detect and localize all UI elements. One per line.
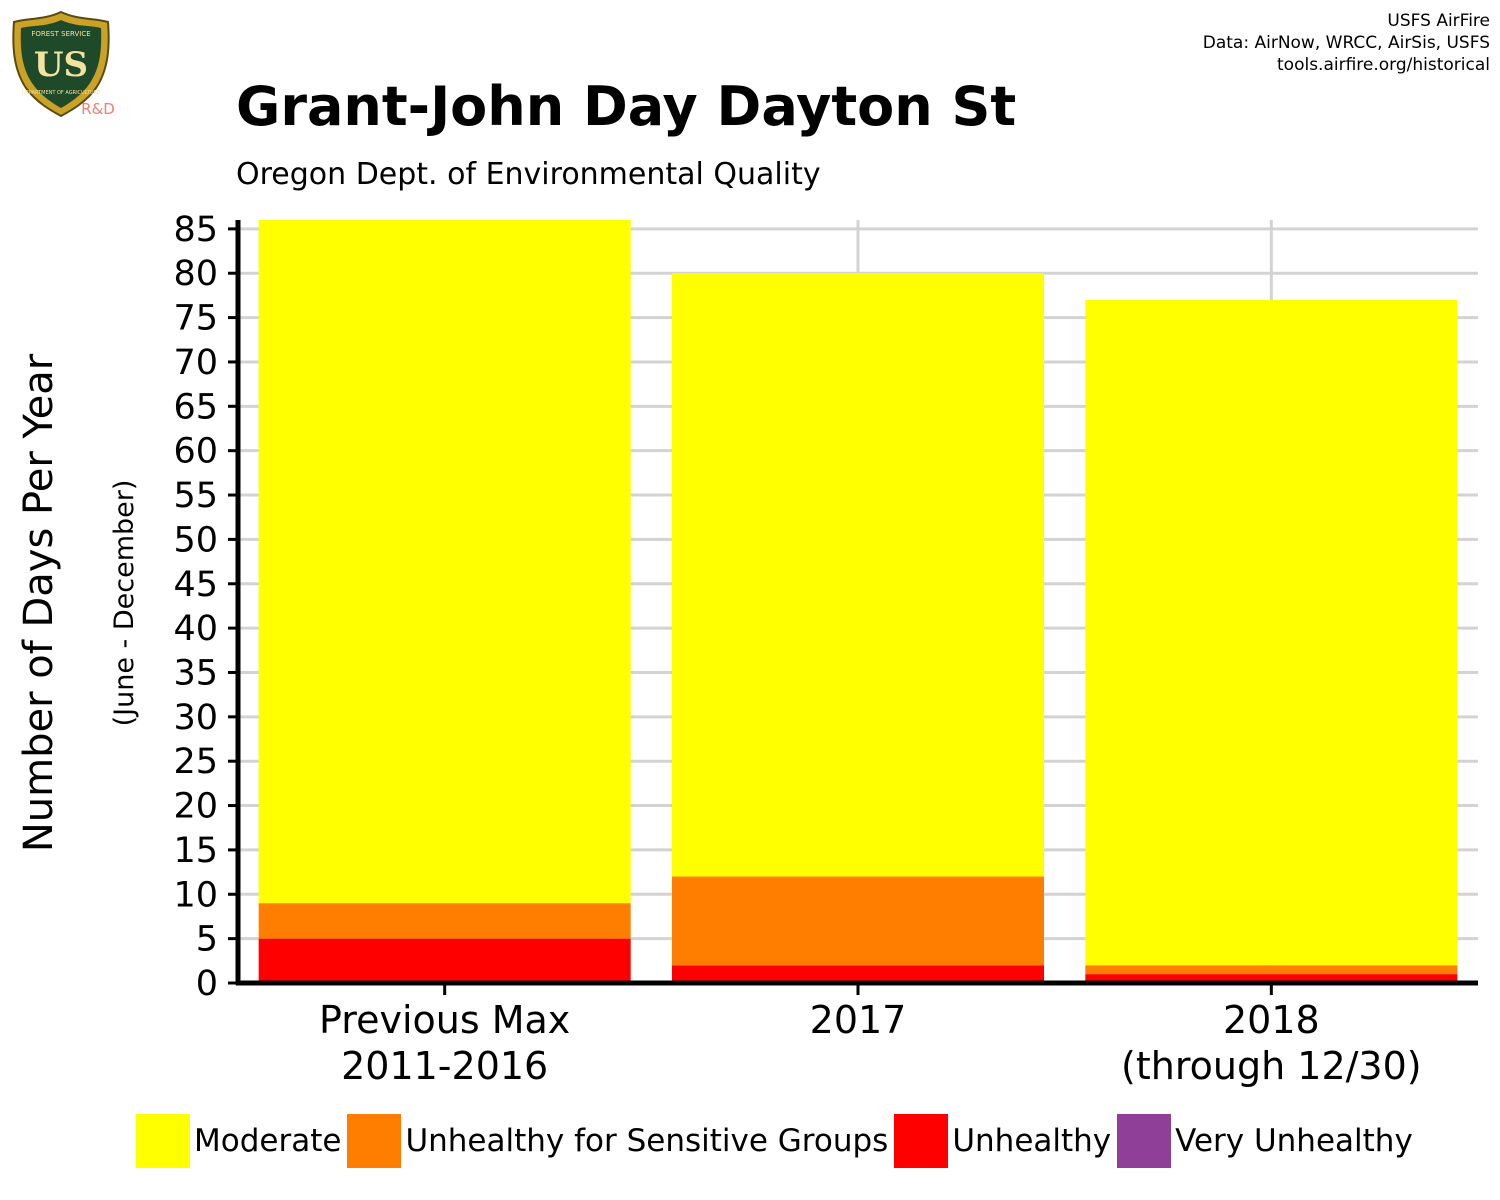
bar-segment	[672, 273, 1044, 877]
legend-item: Unhealthy for Sensitive Groups	[347, 1114, 888, 1168]
y-tick-label: 30	[173, 698, 218, 738]
y-tick-label: 45	[173, 565, 218, 605]
logo-badge: R&D	[81, 100, 115, 118]
bar-segment	[258, 220, 631, 904]
y-tick-label: 10	[173, 875, 218, 915]
x-tick-label: 2018	[1223, 998, 1320, 1042]
logo-text-bottom: DEPARTMENT OF AGRICULTURE	[22, 90, 100, 96]
y-tick-label: 15	[173, 831, 218, 871]
legend-item: Moderate	[136, 1114, 341, 1168]
y-tick-label: 80	[173, 254, 218, 294]
credit-line: USFS AirFire	[1387, 11, 1490, 31]
legend-item: Unhealthy	[894, 1114, 1111, 1168]
y-tick-label: 70	[173, 343, 218, 383]
legend-label: Unhealthy	[952, 1123, 1112, 1159]
legend-swatch	[136, 1114, 190, 1168]
legend-swatch	[894, 1114, 949, 1168]
credit-line: Data: AirNow, WRCC, AirSis, USFS	[1202, 33, 1490, 53]
bars	[258, 220, 1458, 983]
x-tick-label: 2017	[810, 998, 907, 1042]
y-axis-sublabel: (June - December)	[109, 480, 140, 727]
logo-text-main: US	[34, 45, 88, 85]
bar-segment	[1085, 299, 1458, 966]
bar-segment	[258, 903, 631, 939]
legend-label: Unhealthy for Sensitive Groups	[405, 1123, 889, 1159]
legend-swatch	[1117, 1114, 1172, 1168]
bar-segment	[672, 876, 1044, 966]
bar-segment	[1085, 965, 1458, 975]
y-tick-label: 35	[173, 653, 218, 693]
bar-segment	[1085, 974, 1458, 983]
x-tick-label: Previous Max	[319, 998, 570, 1042]
y-axis-label: Number of Days Per Year	[16, 353, 62, 852]
y-tick-label: 5	[196, 920, 218, 960]
bar-segment	[258, 938, 631, 983]
legend-label: Moderate	[194, 1123, 342, 1159]
y-tick-label: 65	[173, 387, 218, 427]
x-tick-label: (through 12/30)	[1121, 1044, 1422, 1088]
credit-line: tools.airfire.org/historical	[1277, 55, 1490, 75]
y-tick-label: 85	[173, 210, 218, 250]
logo-text-top: FOREST SERVICE	[31, 30, 90, 38]
legend-label: Very Unhealthy	[1175, 1123, 1413, 1159]
x-tick-label: 2011-2016	[341, 1044, 548, 1088]
legend-item: Very Unhealthy	[1117, 1114, 1413, 1168]
y-tick-label: 50	[173, 520, 218, 560]
legend: Moderate Unhealthy for Sensitive Groups Un…	[136, 1114, 1419, 1168]
bar-segment	[672, 965, 1044, 983]
legend-swatch	[347, 1114, 402, 1168]
y-tick-label: 60	[173, 432, 218, 472]
credits: USFS AirFire Data: AirNow, WRCC, AirSis,…	[1203, 10, 1490, 76]
y-tick-label: 20	[173, 787, 218, 827]
chart-subtitle: Oregon Dept. of Environmental Quality	[236, 157, 821, 192]
y-tick-label: 0	[196, 964, 218, 1004]
chart-title: Grant-John Day Dayton St	[236, 75, 1017, 138]
y-tick-label: 55	[173, 476, 218, 516]
usfs-shield-icon: US FOREST SERVICE DEPARTMENT OF AGRICULT…	[12, 10, 115, 118]
y-tick-label: 40	[173, 609, 218, 649]
y-tick-label: 25	[173, 742, 218, 782]
y-tick-label: 75	[173, 299, 218, 339]
